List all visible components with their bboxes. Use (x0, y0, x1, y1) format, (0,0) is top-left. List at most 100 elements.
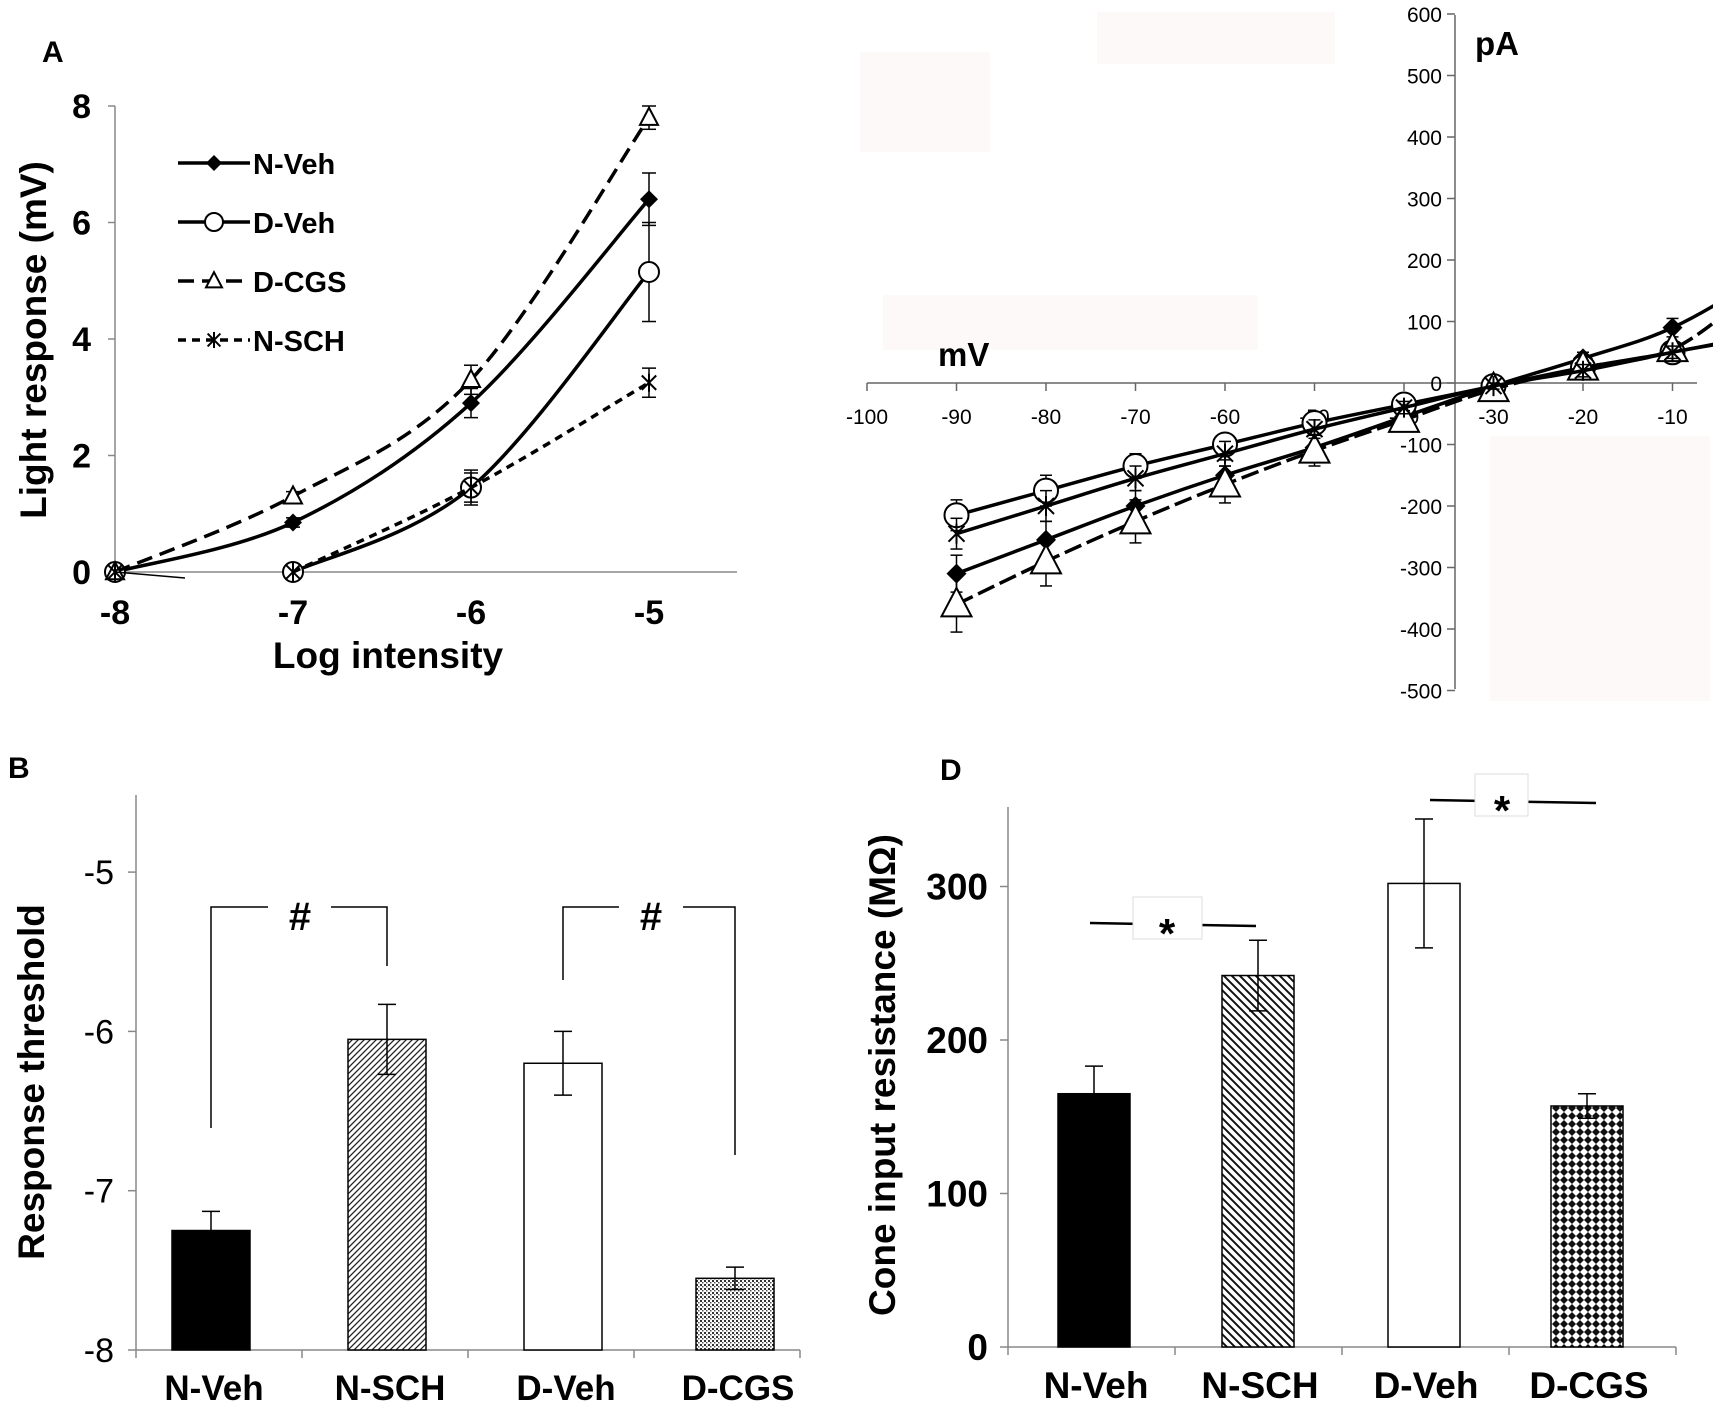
y-tick-label: -500 (1400, 681, 1442, 704)
y-tick-label: -400 (1400, 619, 1442, 642)
significance-mark: * (1159, 910, 1176, 957)
y-tick-label: -100 (1400, 435, 1442, 458)
x-axis-label: mV (938, 336, 989, 373)
significance-bracket (562, 906, 736, 1155)
bar-n-sch (347, 1038, 427, 1351)
x-tick-label: D-Veh (1374, 1365, 1479, 1406)
y-axis-label: Light response (mV) (13, 161, 54, 519)
data-point-n-sch (1663, 342, 1682, 363)
panel-b-bar-chart: -5 -6 -7 -8 N-Veh N-SCH D-Veh D-CGS Response thr… (11, 795, 801, 1408)
x-tick-label: N-Veh (1044, 1365, 1149, 1406)
panel-b-letter: B (8, 752, 30, 785)
data-point-n-veh (1662, 317, 1683, 338)
data-point-n-sch (947, 523, 966, 544)
data-point-n-veh (640, 190, 658, 209)
y-tick-label: 600 (1407, 4, 1442, 27)
significance-box (1132, 896, 1203, 940)
baseline-stub (114, 571, 186, 579)
x-tick-label: D-CGS (682, 1369, 795, 1408)
legend-label-n-sch: N-SCH (253, 326, 345, 358)
y-tick-label: 6 (72, 205, 91, 243)
series-line-d-cgs (114, 116, 651, 574)
y-tick-label: 0 (1430, 373, 1442, 396)
data-point-n-sch (285, 563, 301, 581)
y-tick-label: -8 (84, 1332, 114, 1370)
bar-n-veh (1057, 1092, 1131, 1348)
y-tick-label: 100 (1407, 312, 1442, 335)
background-box (860, 52, 990, 152)
legend-label-n-veh: N-Veh (253, 149, 335, 181)
legend-marker (206, 155, 222, 171)
data-point-n-veh (284, 513, 302, 532)
data-point-d-cgs (460, 367, 482, 388)
data-point-n-sch (463, 478, 479, 497)
x-tick-label: -80 (1031, 406, 1061, 429)
bar-d-cgs (1550, 1105, 1624, 1348)
y-tick-label: -5 (84, 854, 114, 892)
data-point-d-cgs (1118, 502, 1153, 535)
significance-mark: # (640, 895, 662, 939)
legend-label-d-cgs: D-CGS (253, 267, 346, 299)
significance-box (1474, 773, 1529, 817)
x-tick-label: D-Veh (516, 1369, 615, 1408)
legend-label-d-veh: D-Veh (253, 208, 335, 240)
panel-d-bar-chart: 0 100 200 300 N-Veh N-SCH D-Veh D-CGS Cone input… (862, 773, 1677, 1406)
y-tick-label: 200 (926, 1020, 988, 1061)
y-tick-label: -6 (84, 1013, 114, 1051)
y-tick-label: 300 (1407, 189, 1442, 212)
significance-mark: * (1494, 787, 1511, 834)
y-axis-label: Response threshold (11, 904, 52, 1260)
y-tick-label: 300 (926, 867, 988, 908)
data-point-d-cgs (1208, 465, 1242, 498)
x-tick-label: -10 (1657, 406, 1687, 429)
background-box (883, 295, 1258, 350)
y-axis-label: Cone input resistance (MΩ) (862, 834, 903, 1316)
background-box (1097, 12, 1335, 64)
legend-marker (204, 212, 224, 232)
y-tick-label: 400 (1407, 127, 1442, 150)
bar-n-veh (171, 1229, 251, 1351)
y-tick-label: 200 (1407, 250, 1442, 273)
panel-c-iv-chart: -100-90-80-70-60-50-40-30-20-10010203040… (846, 4, 1713, 704)
x-tick-label: -20 (1568, 406, 1598, 429)
significance-mark: # (289, 895, 311, 939)
background-box (1490, 436, 1710, 701)
y-tick-label: 4 (72, 321, 91, 359)
series-line-d-veh (292, 270, 651, 574)
data-point-d-cgs (1387, 401, 1421, 433)
x-axis-label: Log intensity (273, 635, 504, 676)
data-point-n-sch (1484, 376, 1503, 397)
data-point-d-cgs (939, 585, 974, 618)
data-point-n-sch (1395, 397, 1413, 418)
panel-a-letter: A (42, 36, 64, 69)
data-point-d-cgs (282, 484, 304, 505)
data-point-n-sch (1126, 468, 1145, 489)
data-point-n-sch (1305, 419, 1324, 440)
legend-marker (204, 270, 224, 289)
series-line-n-veh (114, 198, 651, 574)
significance-bracket (210, 906, 388, 1128)
data-point-n-sch (1037, 496, 1055, 516)
bar-n-sch (1221, 974, 1295, 1348)
y-tick-label: -300 (1400, 558, 1442, 581)
x-tick-label: -8 (100, 594, 130, 632)
x-tick-label: -6 (456, 594, 486, 632)
y-tick-label: 100 (926, 1174, 988, 1215)
data-point-n-sch (1574, 360, 1592, 381)
x-tick-label: -7 (278, 594, 308, 632)
data-point-n-veh (462, 394, 480, 413)
y-tick-label: 0 (72, 554, 91, 592)
x-tick-label: -60 (1210, 406, 1240, 429)
data-point-d-veh (638, 261, 660, 284)
x-tick-label: -30 (1478, 406, 1508, 429)
y-tick-label: 8 (72, 88, 91, 126)
panel-d-letter: D (940, 754, 962, 787)
y-axis-label: pA (1475, 25, 1519, 62)
data-point-n-sch (1216, 443, 1234, 464)
legend-marker (206, 332, 222, 348)
x-tick-label: -70 (1120, 406, 1150, 429)
data-point-n-veh (946, 563, 967, 584)
data-point-n-sch (641, 373, 657, 392)
panel-a-line-chart: 0 2 4 6 8 -8 -7 -6 -5 Log intensity Light response… (13, 88, 737, 676)
x-tick-label: N-SCH (335, 1369, 446, 1408)
